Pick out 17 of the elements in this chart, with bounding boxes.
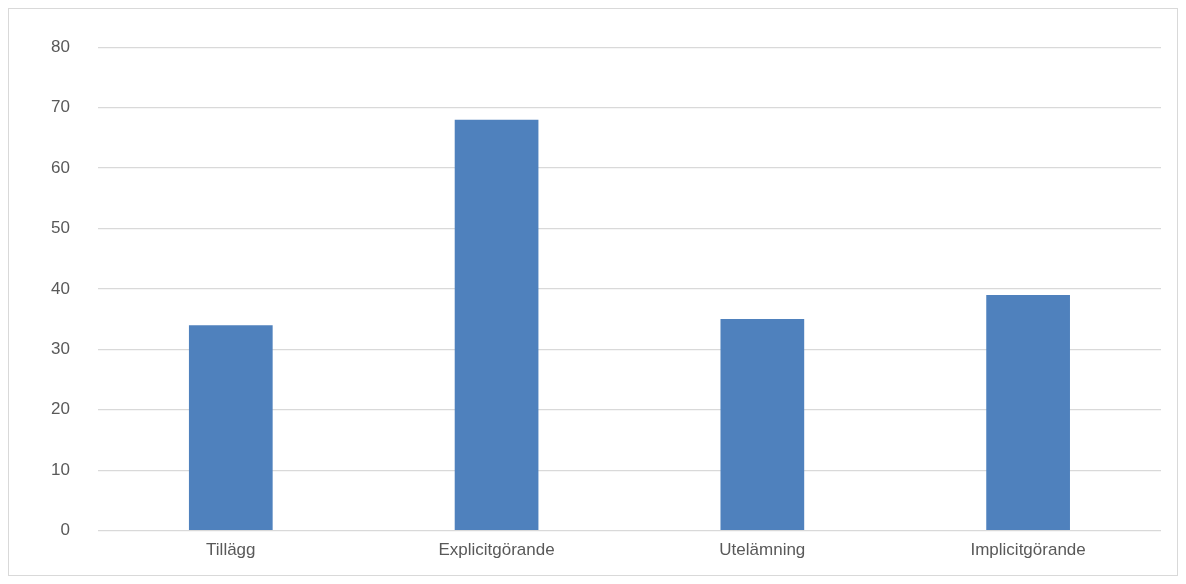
y-tick-label: 60	[50, 157, 70, 177]
bar	[986, 294, 1070, 530]
x-tick-label: Utelämning	[719, 540, 806, 560]
bar	[188, 325, 273, 530]
y-tick-label: 70	[50, 97, 70, 117]
x-tick-label: Implicitgörande	[970, 540, 1086, 560]
y-tick-label: 20	[50, 399, 70, 419]
y-tick-label: 0	[60, 520, 70, 540]
y-tick-label: 80	[50, 36, 70, 56]
y-tick-label: 10	[50, 459, 70, 479]
y-tick-label: 30	[50, 339, 70, 359]
x-tick-label: Tillägg	[206, 540, 256, 560]
bar	[720, 319, 805, 530]
x-tick-label: Explicitgörande	[438, 540, 555, 560]
y-tick-label: 40	[50, 278, 70, 298]
bar	[454, 119, 539, 530]
y-tick-label: 50	[50, 218, 70, 238]
